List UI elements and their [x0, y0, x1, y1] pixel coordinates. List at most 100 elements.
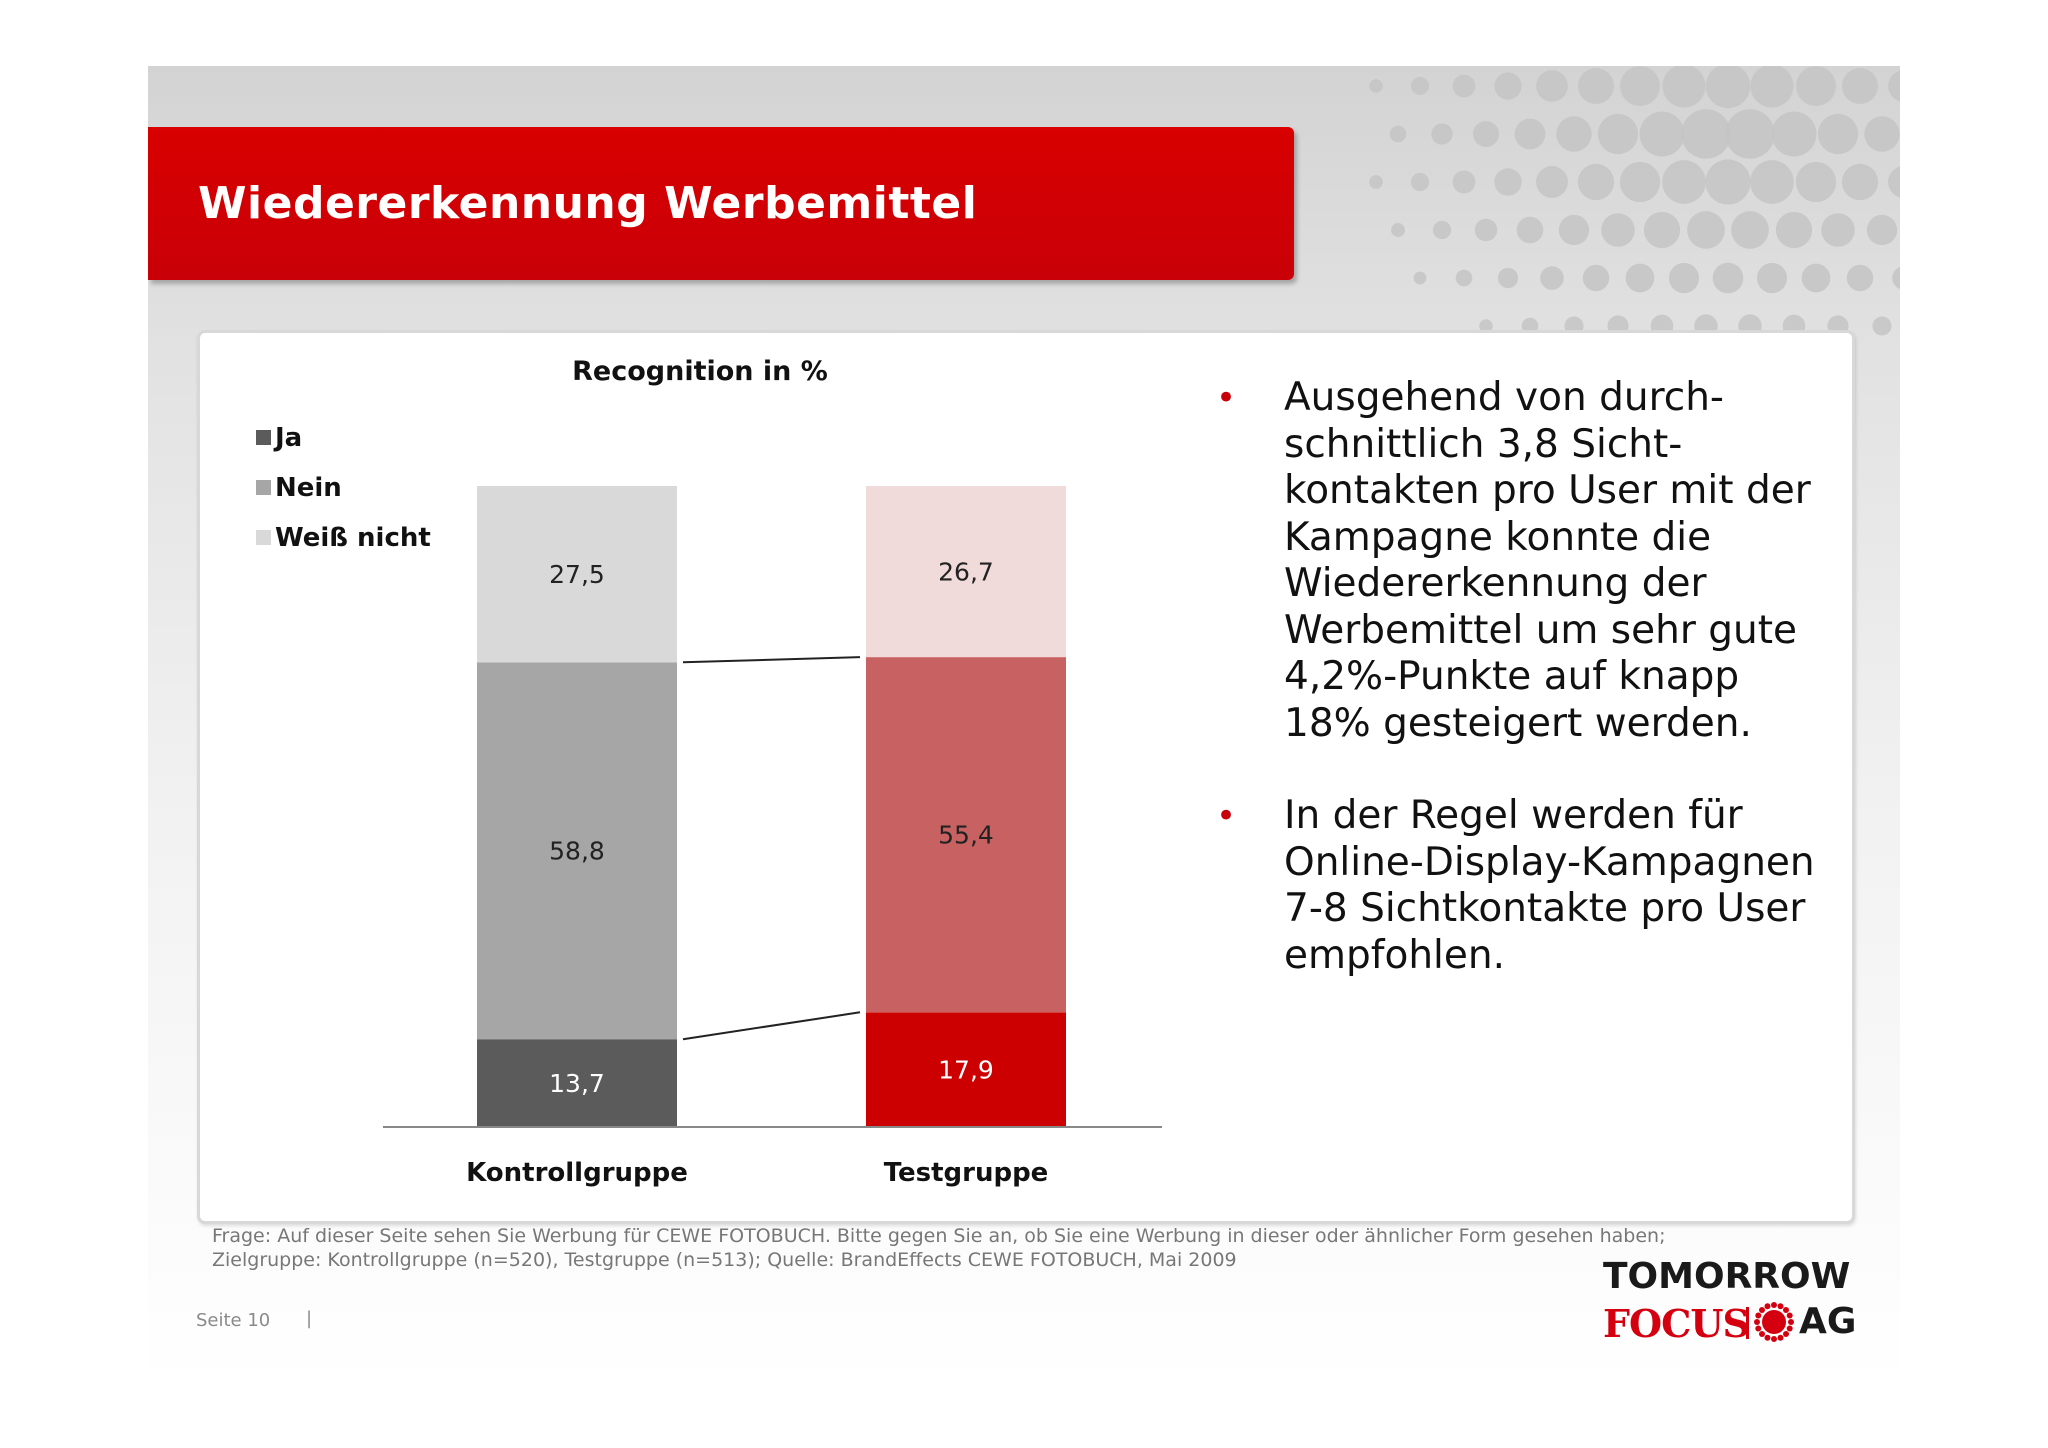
decorative-dot	[1474, 218, 1498, 242]
decorative-dot	[1620, 66, 1660, 106]
decorative-dot	[1494, 168, 1522, 196]
connector-line	[682, 1011, 861, 1041]
decorative-dot	[1431, 123, 1453, 145]
bullet-list: • Ausgehend von durch- schnittlich 3,8 S…	[1216, 375, 1826, 1025]
decorative-dot	[1540, 266, 1564, 290]
bar-segment	[866, 657, 1066, 1013]
decorative-dot	[1369, 175, 1383, 189]
connector-line	[682, 656, 861, 664]
bar-segment	[477, 662, 677, 1040]
sun-ray	[1783, 1331, 1789, 1337]
decorative-dot	[1472, 120, 1500, 148]
sun-ray	[1771, 1302, 1777, 1308]
decorative-dot	[1888, 70, 1900, 102]
bar-segment	[866, 486, 1066, 658]
decorative-dot	[1662, 66, 1706, 108]
bar-segment	[866, 1012, 1066, 1127]
decorative-dot	[1866, 214, 1898, 246]
legend-swatch	[256, 430, 271, 445]
decorative-dot	[1817, 113, 1859, 155]
decorative-dot	[1775, 211, 1813, 249]
data-label: 27,5	[549, 560, 605, 589]
sun-ray	[1764, 1334, 1771, 1341]
page-number: Seite 10	[196, 1310, 271, 1331]
decorative-dot	[1750, 66, 1794, 108]
decorative-dot	[1687, 211, 1725, 249]
decorative-dot	[1536, 166, 1568, 198]
decorative-dot	[1432, 220, 1452, 240]
decorative-dot	[1795, 161, 1837, 203]
decorative-dot	[1750, 160, 1794, 204]
decorative-dot	[1410, 76, 1430, 96]
legend-swatch	[256, 530, 271, 545]
decorative-dot	[1668, 262, 1700, 294]
sun-ray	[1777, 1303, 1784, 1310]
legend-label: Weiß nicht	[275, 523, 431, 553]
data-label: 58,8	[549, 837, 605, 866]
decorative-dot	[1578, 68, 1614, 104]
decorative-dot	[1662, 160, 1706, 204]
decorative-dot	[1771, 111, 1817, 157]
sun-ray	[1754, 1319, 1760, 1325]
bar-segment	[477, 1039, 677, 1127]
decorative-dot	[1452, 170, 1476, 194]
decorative-dot	[1455, 269, 1473, 287]
decorative-dot	[1892, 266, 1900, 290]
logo-ag: AG	[1799, 1301, 1857, 1342]
decorative-dot	[1705, 159, 1751, 205]
decorative-dot	[1558, 214, 1590, 246]
company-logo: TOMORROW FOCUS AG	[1603, 1256, 1863, 1356]
decorative-dot	[1639, 111, 1685, 157]
sun-ray	[1755, 1325, 1762, 1332]
sun-ray	[1764, 1303, 1771, 1310]
data-label: 17,9	[938, 1056, 994, 1085]
decorative-dot	[1712, 262, 1744, 294]
slide: Wiedererkennung Werbemittel Recognition …	[148, 66, 1900, 1382]
decorative-dot	[1705, 66, 1751, 109]
content-panel: Recognition in % Ja Nein Weiß nicht 13,7 58,8…	[197, 330, 1855, 1224]
decorative-dot	[1888, 166, 1900, 198]
decorative-dot	[1796, 66, 1836, 106]
sun-ray	[1759, 1331, 1765, 1337]
category-label: Kontrollgruppe	[466, 1158, 688, 1188]
decorative-dot	[1872, 316, 1892, 336]
bar-segment	[477, 486, 677, 663]
logo-tomorrow: TOMORROW	[1603, 1256, 1851, 1297]
decorative-dot	[1821, 213, 1855, 247]
legend-label: Ja	[273, 423, 302, 453]
decorative-dot	[1725, 109, 1775, 159]
decorative-dot	[1625, 263, 1655, 293]
decorative-dot	[1731, 211, 1769, 249]
recognition-chart: Recognition in % Ja Nein Weiß nicht 13,7 58,8…	[256, 356, 1162, 1188]
decorative-dot	[1846, 264, 1874, 292]
sun-ray	[1759, 1307, 1765, 1313]
decorative-dot	[1494, 72, 1522, 100]
sun-ray	[1777, 1334, 1784, 1341]
bullet-item: • Ausgehend von durch- schnittlich 3,8 S…	[1216, 375, 1826, 747]
decorative-dot	[1479, 319, 1493, 333]
legend-label: Nein	[275, 473, 342, 503]
decorative-dot	[1841, 163, 1879, 201]
logo-divider	[1746, 1307, 1749, 1339]
decorative-dot	[1864, 116, 1900, 152]
sun-ray	[1786, 1325, 1793, 1332]
data-label: 13,7	[549, 1069, 605, 1098]
decorative-dot	[1842, 68, 1878, 104]
decorative-dot	[1643, 211, 1681, 249]
decorative-dot	[1597, 113, 1639, 155]
decorative-dot	[1582, 264, 1610, 292]
logo-focus: FOCUS	[1603, 1301, 1750, 1346]
decorative-dot	[1516, 216, 1544, 244]
decorative-dot	[1801, 263, 1831, 293]
decorative-dot	[1369, 79, 1383, 93]
footnote: Frage: Auf dieser Seite sehen Sie Werbun…	[212, 1225, 1666, 1271]
page-title: Wiedererkennung Werbemittel	[198, 178, 978, 229]
bullet-icon: •	[1216, 796, 1237, 836]
category-label: Testgruppe	[884, 1158, 1049, 1188]
sun-ray	[1788, 1319, 1794, 1325]
decorative-dot	[1391, 223, 1405, 237]
bullet-icon: •	[1216, 378, 1237, 418]
decorative-dot	[1681, 109, 1731, 159]
data-label: 26,7	[938, 558, 994, 587]
decorative-dot	[1556, 116, 1592, 152]
